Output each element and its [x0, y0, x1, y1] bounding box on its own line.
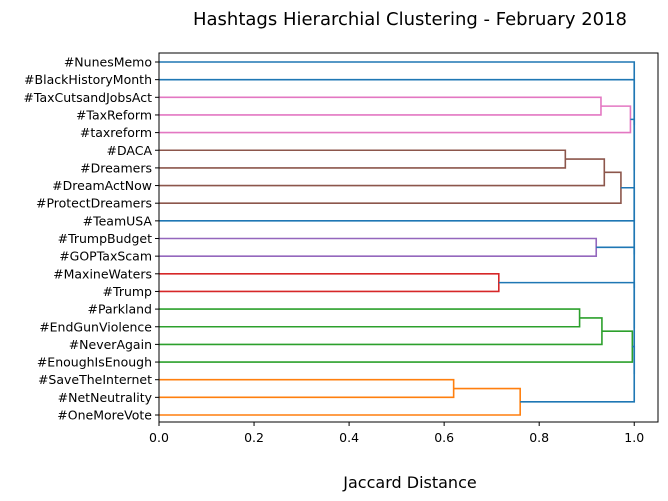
- link-m_saveinternet_netneutrality: [159, 378, 455, 399]
- y-tick-label-daca: #DACA: [107, 143, 153, 158]
- link-m_root_4: [159, 220, 636, 288]
- link-m_root_8: [159, 61, 636, 125]
- y-tick-label-taxreform: #taxreform: [80, 125, 152, 140]
- y-tick-label-teamusa: #TeamUSA: [83, 213, 153, 228]
- x-axis: 0.0 0.2 0.4 0.6 0.8 1.0: [149, 422, 644, 445]
- link-m_root_3: [596, 246, 636, 329]
- link-m_enough: [159, 330, 634, 363]
- link-m_trumpbudget_gop: [159, 237, 598, 257]
- x-axis-label: Jaccard Distance: [342, 473, 476, 492]
- x-tick-label-1: 0.2: [244, 430, 264, 445]
- y-tick-label-blackhistorymonth: #BlackHistoryMonth: [24, 72, 152, 87]
- y-tick-label-neveragain: #NeverAgain: [69, 337, 152, 352]
- plot-frame: [158, 52, 659, 423]
- link-m_maxine_trump: [159, 273, 500, 293]
- link-m_taxcuts_taxreform: [159, 96, 602, 116]
- link-m_dreamact: [159, 158, 606, 187]
- y-axis: #NunesMemo #BlackHistoryMonth #TaxCutsandJ…: [23, 55, 159, 423]
- dendrogram-links: [159, 61, 636, 416]
- y-tick-label-protectdreamers: #ProtectDreamers: [36, 196, 152, 211]
- y-tick-label-onemorevote: #OneMoreVote: [57, 408, 152, 423]
- y-tick-label-nunesmemo: #NunesMemo: [64, 55, 152, 70]
- x-tick-label-2: 0.4: [339, 430, 359, 445]
- link-m_netgroup: [159, 387, 521, 416]
- x-tick-label-4: 0.8: [529, 430, 549, 445]
- y-tick-label-taxcutsandjobsact: #TaxCutsandJobsAct: [23, 90, 152, 105]
- y-tick-label-goptaxscam: #GOPTaxScam: [59, 249, 152, 264]
- y-tick-label-savetheinternet: #SaveTheInternet: [38, 372, 152, 387]
- x-tick-label-3: 0.6: [434, 430, 454, 445]
- link-m_root_1: [520, 345, 636, 403]
- y-tick-label-netneutrality: #NetNeutrality: [58, 390, 153, 405]
- x-tick-label-0: 0.0: [149, 430, 169, 445]
- y-tick-label-enoughisenough: #EnoughIsEnough: [37, 355, 152, 370]
- link-m_root_2: [498, 281, 636, 375]
- y-tick-label-maxinewaters: #MaxineWaters: [53, 266, 152, 281]
- y-tick-label-dreamers: #Dreamers: [80, 160, 152, 175]
- link-m_parkland_endgun: [159, 308, 581, 328]
- y-tick-label-endgunviolence: #EndGunViolence: [39, 319, 152, 334]
- y-tick-label-trumpbudget: #TrumpBudget: [58, 231, 153, 246]
- x-tick-label-5: 1.0: [624, 430, 644, 445]
- y-tick-label-parkland: #Parkland: [88, 302, 152, 317]
- y-tick-label-taxreform: #TaxReform: [76, 107, 152, 122]
- y-tick-label-trump: #Trump: [103, 284, 153, 299]
- link-m_taxreform_lower: [159, 105, 632, 134]
- link-m_gun_neveragain: [159, 317, 603, 346]
- y-tick-label-dreamactnow: #DreamActNow: [52, 178, 152, 193]
- chart-title: Hashtags Hierarchial Clustering - Februa…: [193, 9, 627, 30]
- link-m_protectdreamers: [159, 171, 622, 204]
- link-m_daca_dreamers: [159, 149, 567, 169]
- link-m_root_7: [159, 78, 636, 171]
